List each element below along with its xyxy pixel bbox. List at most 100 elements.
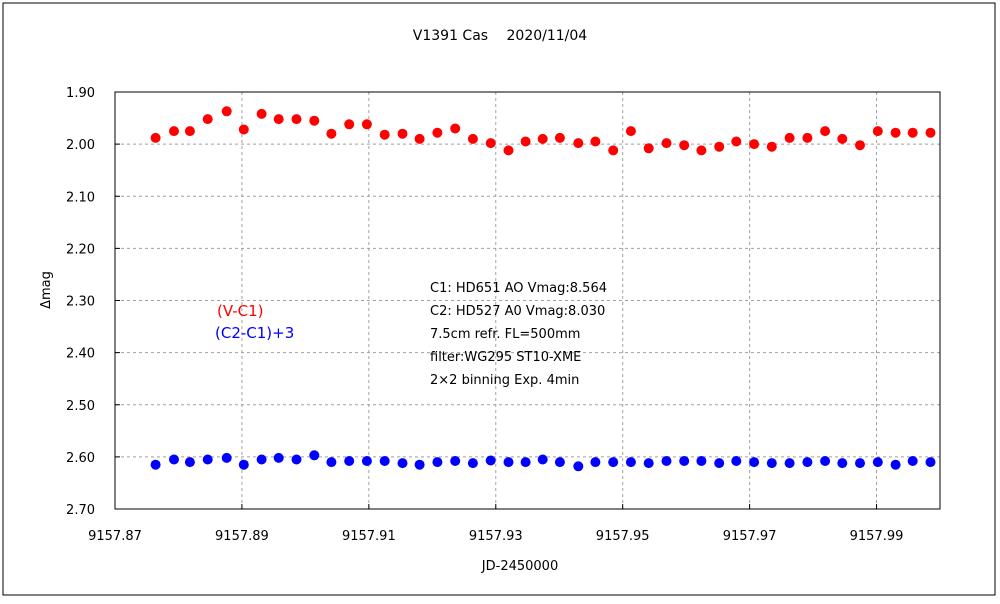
series-1-point [450,123,461,134]
annotation-line-2: C2: HD527 A0 Vmag:8.030 [430,304,605,319]
series-2-point [467,458,478,469]
annotation-line-1: C1: HD651 AO Vmag:8.564 [430,281,607,296]
series-2-point [890,459,901,470]
series-1-point [820,126,831,137]
series-2-point [379,456,390,466]
axis-ticks: 1.90 2.00 2.10 2.20 2.30 2.40 2.50 2.60 2.70 9157… [66,86,903,544]
y-tick-label: 2.30 [66,295,95,310]
y-tick-label: 2.40 [66,347,95,362]
series-1-point [625,126,636,137]
series-1-point [766,141,777,152]
series-2-point [169,454,179,465]
series-2-point [872,457,883,468]
series-2-point [714,458,725,469]
series-1-point [221,106,232,117]
series-1-point [802,132,813,143]
series-2-point [432,457,443,468]
series-1-point [485,138,496,149]
series-1-point [573,138,584,149]
series-2-point [590,457,601,468]
series-2-point [643,458,654,469]
series-1-point [202,114,213,125]
series-1-point [643,143,654,154]
y-tick-label: 2.00 [66,138,95,153]
series-1-point [397,128,408,139]
annotation-line-4: filter:WG295 ST10-XME [430,350,581,365]
x-tick-label: 9157.87 [88,529,142,544]
series-1-point [554,132,565,143]
series-1-point [837,133,848,144]
series-2-point [344,456,355,466]
series-2-point [749,457,760,468]
annotation-line-5: 2×2 binning Exp. 4min [430,373,579,388]
series-1-point [256,108,267,119]
series-2-point [485,455,496,466]
y-tick-label: 1.90 [66,86,95,101]
series-2-point [802,457,813,468]
series-1-point [907,127,918,138]
series-2-point [273,452,284,463]
series-2-point [837,458,848,469]
series-1-point [696,145,707,156]
series-2-point [608,457,619,468]
series-2-point [855,458,865,469]
series-2-point [554,457,565,468]
series-2-point [696,456,707,466]
series-1-point [731,136,742,147]
series-1-point [784,132,795,143]
series-1-point [467,133,478,144]
series-1-point [679,140,690,151]
x-tick-label: 9157.95 [596,529,650,544]
x-tick-label: 9157.97 [723,529,777,544]
series-2-point [661,456,672,466]
series-1-point [749,139,760,150]
series-1-point [326,128,337,139]
y-tick-label: 2.70 [66,503,95,518]
series-2-point [907,456,918,466]
data-points [150,106,936,472]
series-1-point [361,119,372,130]
x-tick-label: 9157.89 [215,529,269,544]
series-2-point [625,457,636,468]
series-1-point [872,126,883,137]
series-2-point [414,459,425,470]
series-1-point [169,126,179,137]
series-1-point [309,115,320,126]
series-1-point [291,114,302,125]
series-1-point [714,141,725,152]
series-1-point [150,132,161,143]
x-tick-label: 9157.99 [850,529,904,544]
series-2-point [450,456,461,466]
series-1-point [238,124,249,135]
series-1-point [503,145,514,156]
series-2-point [238,459,249,470]
legend-series-1: (V-C1) [217,302,264,320]
series-1-point [344,119,355,130]
series-1-point [661,138,672,149]
series-2-point [503,457,514,468]
series-1-point [520,136,531,147]
series-2-point [256,454,267,465]
annotation-line-3: 7.5cm refr. FL=500mm [430,327,580,342]
legend-series-2: (C2-C1)+3 [215,324,294,342]
series-1-point [432,127,443,138]
y-tick-label: 2.50 [66,399,95,414]
series-1-point [925,127,936,138]
series-2-point [221,452,232,463]
series-2-point [520,457,531,468]
series-2-point [291,454,302,465]
series-1-point [414,133,425,144]
series-2-point [537,454,548,465]
series-1-point [590,136,601,147]
series-1-point [537,133,548,144]
series-2-point [573,461,584,472]
series-1-point [855,140,865,151]
series-2-point [820,456,831,466]
series-2-point [326,457,337,468]
y-tick-label: 2.10 [66,190,95,205]
series-2-point [184,457,195,468]
series-2-point [766,458,777,469]
y-axis-label: Δmag [39,271,54,309]
